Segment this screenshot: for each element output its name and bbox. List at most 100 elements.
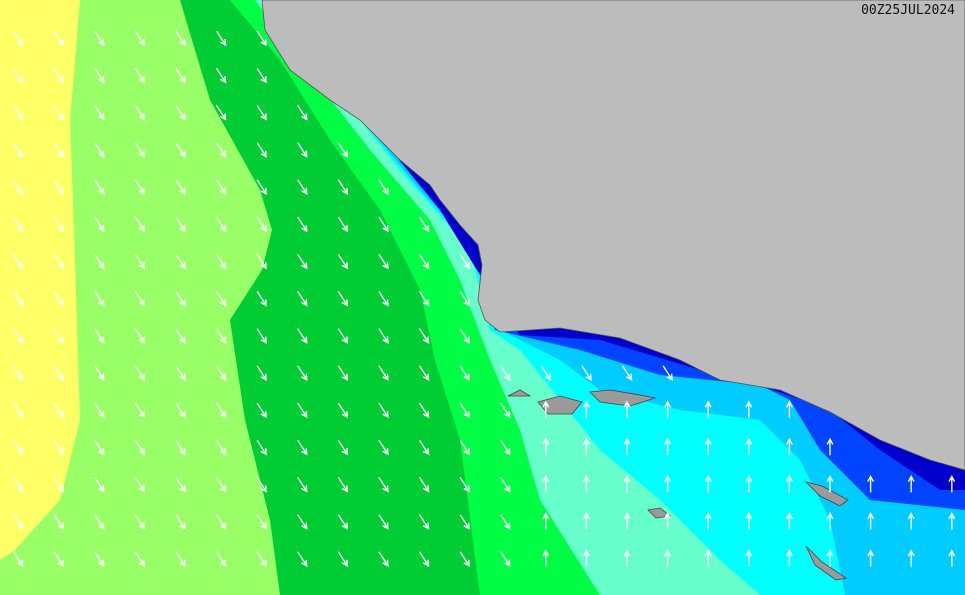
arrow-southeast-icon [662, 365, 673, 382]
arrow-southeast-icon [256, 67, 267, 84]
arrow-north-icon [785, 400, 793, 418]
arrow-north-icon [623, 474, 631, 493]
arrow-southeast-icon [337, 253, 349, 270]
arrow-southeast-icon [53, 291, 64, 307]
arrow-southeast-icon [418, 328, 430, 344]
arrow-north-icon [582, 512, 590, 530]
arrow-southeast-icon [94, 105, 105, 121]
island [507, 389, 532, 397]
arrow-southeast-icon [418, 253, 430, 270]
arrow-southeast-icon [134, 30, 146, 47]
arrow-southeast-icon [94, 142, 105, 158]
arrow-southeast-icon [337, 402, 349, 419]
arrow-southeast-icon [500, 439, 511, 456]
arrow-southeast-icon [337, 365, 349, 382]
arrow-southeast-icon [378, 365, 389, 382]
arrow-north-icon [867, 474, 875, 493]
island [805, 545, 848, 581]
arrow-southeast-icon [215, 105, 227, 121]
arrow-north-icon [623, 512, 631, 530]
arrow-southeast-icon [297, 365, 308, 382]
arrow-southeast-icon [418, 477, 430, 493]
arrow-southeast-icon [297, 291, 308, 307]
arrow-southeast-icon [256, 291, 267, 307]
arrow-southeast-icon [540, 365, 552, 382]
arrow-southeast-icon [378, 179, 389, 196]
arrow-north-icon [623, 549, 631, 567]
arrow-north-icon [582, 437, 590, 456]
arrow-southeast-icon [215, 291, 227, 307]
arrow-southeast-icon [134, 142, 146, 158]
arrow-southeast-icon [134, 514, 146, 530]
arrow-north-icon [704, 474, 712, 493]
arrow-southeast-icon [134, 551, 146, 568]
arrow-southeast-icon [53, 216, 64, 233]
arrow-southeast-icon [215, 67, 227, 84]
arrow-southeast-icon [175, 551, 186, 568]
arrow-north-icon [948, 512, 956, 530]
arrow-north-icon [785, 549, 793, 567]
arrow-southeast-icon [459, 551, 470, 568]
land-mass [261, 0, 965, 471]
arrow-southeast-icon [53, 179, 64, 196]
arrow-southeast-icon [337, 142, 349, 158]
arrow-southeast-icon [12, 365, 24, 382]
arrow-southeast-icon [175, 142, 186, 158]
arrow-southeast-icon [94, 551, 105, 568]
arrow-southeast-icon [378, 477, 389, 493]
arrow-north-icon [664, 512, 672, 530]
arrow-north-icon [745, 474, 753, 493]
arrow-southeast-icon [175, 105, 186, 121]
arrow-southeast-icon [297, 402, 308, 419]
arrow-southeast-icon [94, 253, 105, 270]
island [589, 389, 657, 407]
arrow-southeast-icon [378, 514, 389, 530]
arrow-southeast-icon [215, 365, 227, 382]
arrow-southeast-icon [94, 477, 105, 493]
arrow-southeast-icon [215, 253, 227, 270]
arrow-southeast-icon [12, 105, 24, 121]
arrow-southeast-icon [459, 439, 470, 456]
arrow-north-icon [582, 474, 590, 493]
arrow-southeast-icon [94, 179, 105, 196]
arrow-north-icon [745, 549, 753, 567]
arrow-southeast-icon [337, 439, 349, 456]
island [647, 507, 671, 519]
arrow-southeast-icon [215, 514, 227, 530]
arrow-southeast-icon [418, 402, 430, 419]
arrow-southeast-icon [53, 328, 64, 344]
arrow-southeast-icon [12, 67, 24, 84]
arrow-southeast-icon [12, 179, 24, 196]
arrow-north-icon [745, 512, 753, 530]
arrow-north-icon [907, 474, 915, 493]
arrow-north-icon [745, 437, 753, 456]
arrow-north-icon [582, 549, 590, 567]
arrow-southeast-icon [256, 439, 267, 456]
arrow-southeast-icon [337, 551, 349, 568]
arrow-southeast-icon [337, 179, 349, 196]
arrow-southeast-icon [297, 179, 308, 196]
arrow-southeast-icon [337, 216, 349, 233]
arrow-southeast-icon [134, 402, 146, 419]
arrow-north-icon [907, 549, 915, 567]
arrow-north-icon [704, 512, 712, 530]
arrow-southeast-icon [378, 402, 389, 419]
arrow-southeast-icon [12, 142, 24, 158]
arrow-southeast-icon [337, 477, 349, 493]
arrow-southeast-icon [134, 328, 146, 344]
arrow-southeast-icon [134, 67, 146, 84]
island [804, 481, 849, 507]
arrow-southeast-icon [53, 402, 64, 419]
arrow-southeast-icon [337, 514, 349, 530]
arrow-southeast-icon [500, 514, 511, 530]
arrow-north-icon [826, 549, 834, 567]
arrow-north-icon [582, 400, 590, 418]
arrow-north-icon [826, 512, 834, 530]
arrow-southeast-icon [94, 67, 105, 84]
arrow-north-icon [623, 400, 631, 418]
arrow-southeast-icon [500, 365, 511, 382]
arrow-southeast-icon [12, 439, 24, 456]
arrow-southeast-icon [500, 551, 511, 568]
arrow-southeast-icon [175, 477, 186, 493]
arrow-southeast-icon [12, 551, 24, 568]
